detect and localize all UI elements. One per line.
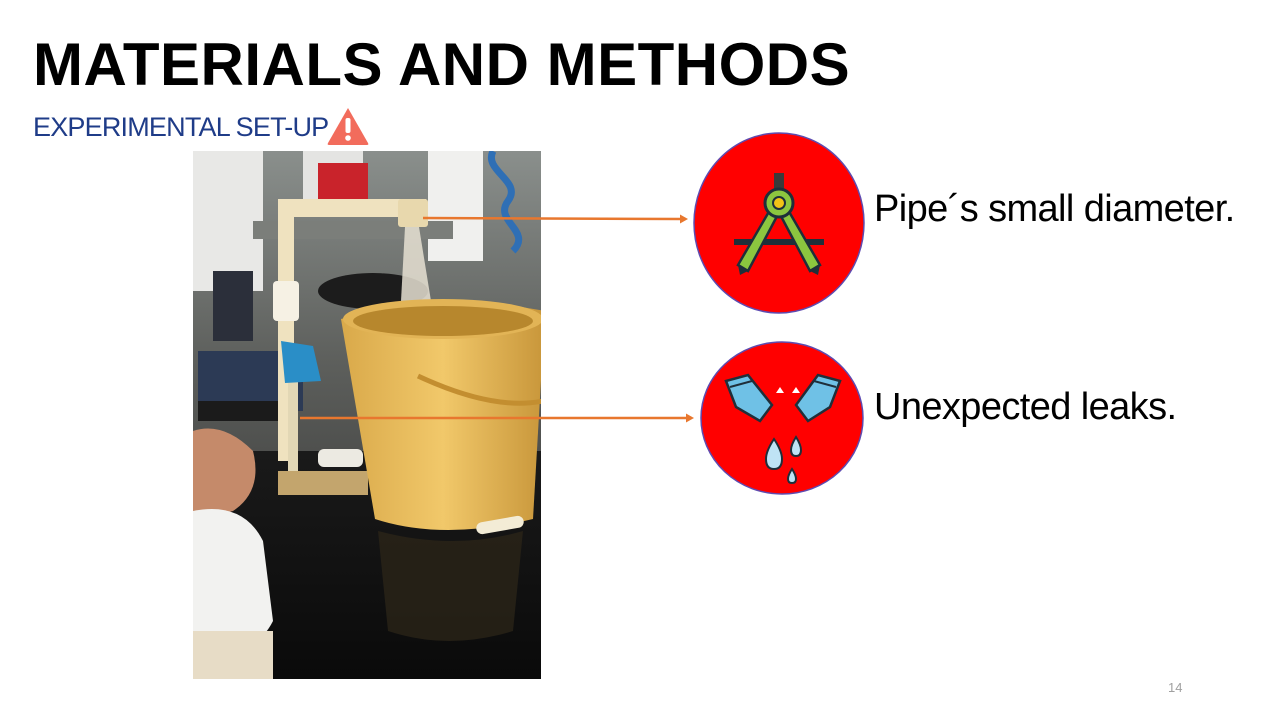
- callout-unexpected-leaks: Unexpected leaks.: [874, 386, 1177, 428]
- slide-subtitle: EXPERIMENTAL SET-UP: [33, 112, 329, 142]
- callout-pipe-diameter: Pipe´s small diameter.: [874, 188, 1235, 230]
- slide-subtitle-row: EXPERIMENTAL SET-UP: [33, 107, 370, 147]
- broken-pipe-leak-icon: [700, 341, 864, 495]
- experimental-setup-photo: [193, 151, 541, 679]
- slide-title: MATERIALS AND METHODS: [33, 31, 851, 98]
- compass-icon: [693, 132, 865, 314]
- warning-icon: [328, 108, 369, 145]
- page-number: 14: [1168, 680, 1183, 695]
